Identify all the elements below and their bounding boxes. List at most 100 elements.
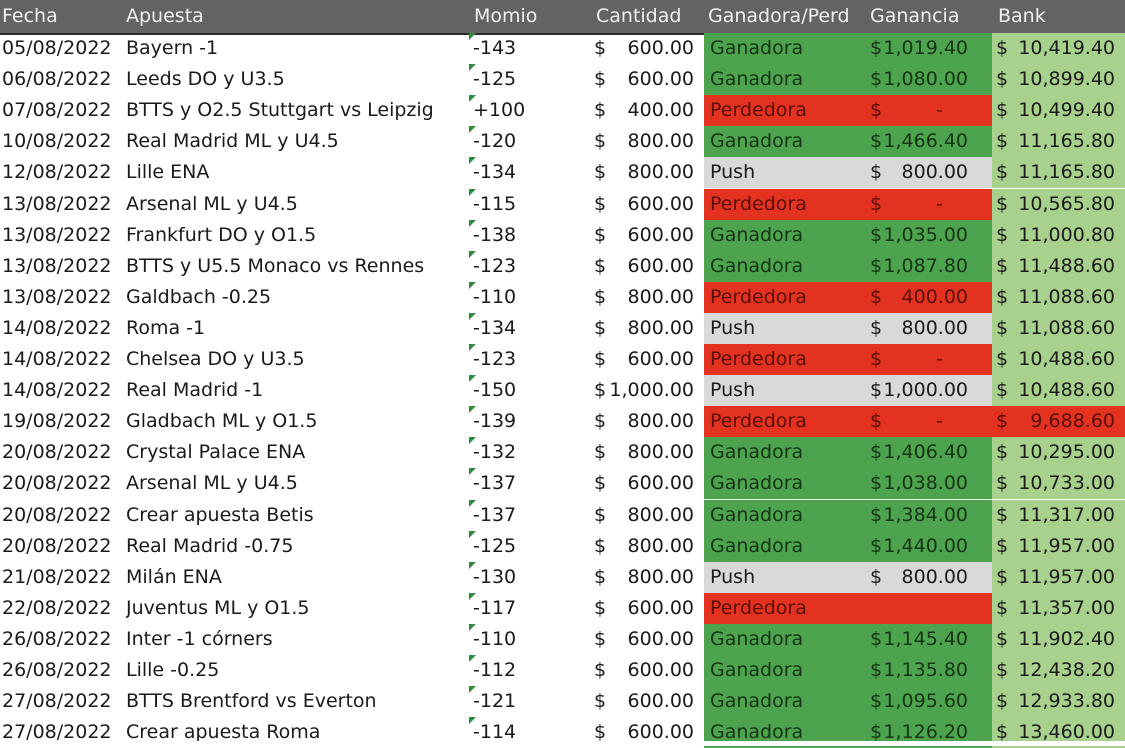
cell-fecha[interactable]: 27/08/2022 [2,721,112,744]
cell-cantidad[interactable]: $800.00 [578,406,704,437]
cell-momio[interactable]: -121 [468,686,578,717]
cell-apuesta[interactable]: Lille ENA [126,161,210,184]
cell-fecha[interactable]: 10/08/2022 [2,130,112,153]
cell-cantidad[interactable]: $600.00 [578,686,704,717]
cell-momio[interactable]: -123 [468,250,578,282]
cell-fecha[interactable]: 20/08/2022 [2,503,112,526]
cell-bank[interactable]: $9,688.60 [992,406,1125,438]
cell-resultado[interactable]: Push [704,157,868,189]
cell-ganancia[interactable]: $1,095.60 [864,686,992,718]
cell-momio[interactable]: -115 [468,188,578,220]
cell-resultado[interactable]: Ganadora [704,126,868,158]
cell-apuesta[interactable]: Roma -1 [126,316,206,339]
cell-cantidad[interactable]: $600.00 [578,189,704,220]
cell-cantidad[interactable]: $600.00 [578,220,704,251]
cell-momio[interactable]: -143 [468,33,578,64]
cell-cantidad[interactable]: $1,000.00 [578,375,704,406]
cell-momio[interactable]: -110 [468,623,578,655]
cell-fecha[interactable]: 13/08/2022 [2,223,112,246]
cell-apuesta[interactable]: Crear apuesta Roma [126,721,321,744]
table-row[interactable]: 21/08/2022 Milán ENA -130 $800.00 Push $800.0… [0,561,1125,593]
cell-cantidad[interactable]: $600.00 [578,655,704,686]
header-ganancia[interactable]: Ganancia [870,5,960,27]
header-cantidad[interactable]: Cantidad [596,5,682,27]
cell-cantidad[interactable]: $600.00 [578,33,704,64]
cell-bank[interactable]: $10,565.80 [992,188,1125,220]
cell-momio[interactable]: -137 [468,499,578,531]
cell-fecha[interactable]: 13/08/2022 [2,285,112,308]
cell-fecha[interactable]: 19/08/2022 [2,410,112,433]
cell-apuesta[interactable]: Milán ENA [126,565,222,588]
cell-ganancia[interactable]: $800.00 [864,312,992,344]
cell-ganancia[interactable]: $ - [864,406,992,438]
cell-momio[interactable]: -139 [468,406,578,437]
cell-apuesta[interactable]: Real Madrid -1 [126,379,264,402]
cell-apuesta[interactable]: BTTS y U5.5 Monaco vs Rennes [126,254,425,277]
cell-ganancia[interactable]: $ - [864,344,992,376]
cell-cantidad[interactable]: $800.00 [578,157,704,188]
cell-fecha[interactable]: 13/08/2022 [2,192,112,215]
cell-resultado[interactable]: Ganadora [704,468,868,500]
cell-apuesta[interactable]: Real Madrid -0.75 [126,534,294,557]
cell-bank[interactable]: $10,419.40 [992,33,1125,65]
cell-resultado[interactable]: Perdedora [704,406,868,438]
cell-resultado[interactable]: Ganadora [704,219,868,251]
cell-bank[interactable]: $10,488.60 [992,375,1125,407]
cell-momio[interactable]: -120 [468,126,578,157]
table-row[interactable]: 05/08/2022 Bayern -1 -143 $600.00 Ganadora $1… [0,33,1125,65]
cell-bank[interactable]: $12,933.80 [992,686,1125,718]
cell-apuesta[interactable]: BTTS Brentford vs Everton [126,690,377,713]
cell-ganancia[interactable] [864,592,992,624]
cell-cantidad[interactable]: $600.00 [578,624,704,655]
cell-ganancia[interactable]: $1,038.00 [864,468,992,500]
header-fecha[interactable]: Fecha [2,5,58,27]
cell-apuesta[interactable]: Inter -1 córners [126,627,273,650]
cell-bank[interactable]: $10,733.00 [992,468,1125,500]
cell-fecha[interactable]: 05/08/2022 [2,37,112,59]
cell-apuesta[interactable]: Leeds DO y U3.5 [126,68,285,91]
cell-cantidad[interactable]: $600.00 [578,717,704,748]
cell-ganancia[interactable]: $1,080.00 [864,64,992,96]
cell-cantidad[interactable]: $800.00 [578,437,704,468]
cell-fecha[interactable]: 14/08/2022 [2,348,112,370]
cell-ganancia[interactable]: $1,384.00 [864,499,992,531]
cell-fecha[interactable]: 21/08/2022 [2,565,112,588]
cell-cantidad[interactable]: $600.00 [578,593,704,624]
cell-ganancia[interactable]: $1,000.00 [864,375,992,407]
cell-bank[interactable]: $10,488.60 [992,344,1125,376]
cell-ganancia[interactable]: $1,406.40 [864,437,992,469]
cell-fecha[interactable]: 26/08/2022 [2,627,112,650]
cell-momio[interactable]: +100 [468,95,578,126]
cell-fecha[interactable]: 13/08/2022 [2,254,112,277]
cell-resultado[interactable]: Ganadora [704,33,868,65]
cell-cantidad[interactable]: $600.00 [578,64,704,95]
cell-bank[interactable]: $11,000.80 [992,219,1125,251]
cell-apuesta[interactable]: Frankfurt DO y O1.5 [126,223,317,246]
cell-momio[interactable]: -117 [468,592,578,624]
cell-ganancia[interactable]: $800.00 [864,561,992,593]
cell-momio[interactable]: -132 [468,437,578,468]
table-row[interactable]: 20/08/2022 Real Madrid -0.75 -125 $800.00 Ga… [0,530,1125,562]
cell-momio[interactable]: -134 [468,312,578,344]
cell-resultado[interactable]: Push [704,375,868,407]
cell-resultado[interactable]: Ganadora [704,655,868,687]
cell-resultado[interactable]: Perdedora [704,281,868,313]
table-row[interactable]: 13/08/2022 Frankfurt DO y O1.5 -138 $600.00… [0,219,1125,251]
cell-ganancia[interactable]: $1,145.40 [864,623,992,655]
header-apuesta[interactable]: Apuesta [126,5,204,27]
cell-fecha[interactable]: 20/08/2022 [2,472,112,495]
cell-bank[interactable]: $11,317.00 [992,499,1125,531]
cell-bank[interactable]: $11,357.00 [992,592,1125,624]
table-row[interactable]: 13/08/2022 Galdbach -0.25 -110 $800.00 Perde… [0,281,1125,313]
cell-cantidad[interactable]: $600.00 [578,344,704,375]
cell-apuesta[interactable]: Bayern -1 [126,37,219,59]
cell-momio[interactable]: -112 [468,655,578,686]
cell-apuesta[interactable]: Crear apuesta Betis [126,503,314,526]
cell-cantidad[interactable]: $800.00 [578,313,704,344]
cell-bank[interactable]: $10,295.00 [992,437,1125,469]
cell-fecha[interactable]: 20/08/2022 [2,534,112,557]
cell-apuesta[interactable]: Gladbach ML y O1.5 [126,410,318,433]
cell-ganancia[interactable]: $ - [864,188,992,220]
table-row[interactable]: 13/08/2022 BTTS y U5.5 Monaco vs Rennes -1… [0,250,1125,282]
cell-bank[interactable]: $11,165.80 [992,157,1125,189]
